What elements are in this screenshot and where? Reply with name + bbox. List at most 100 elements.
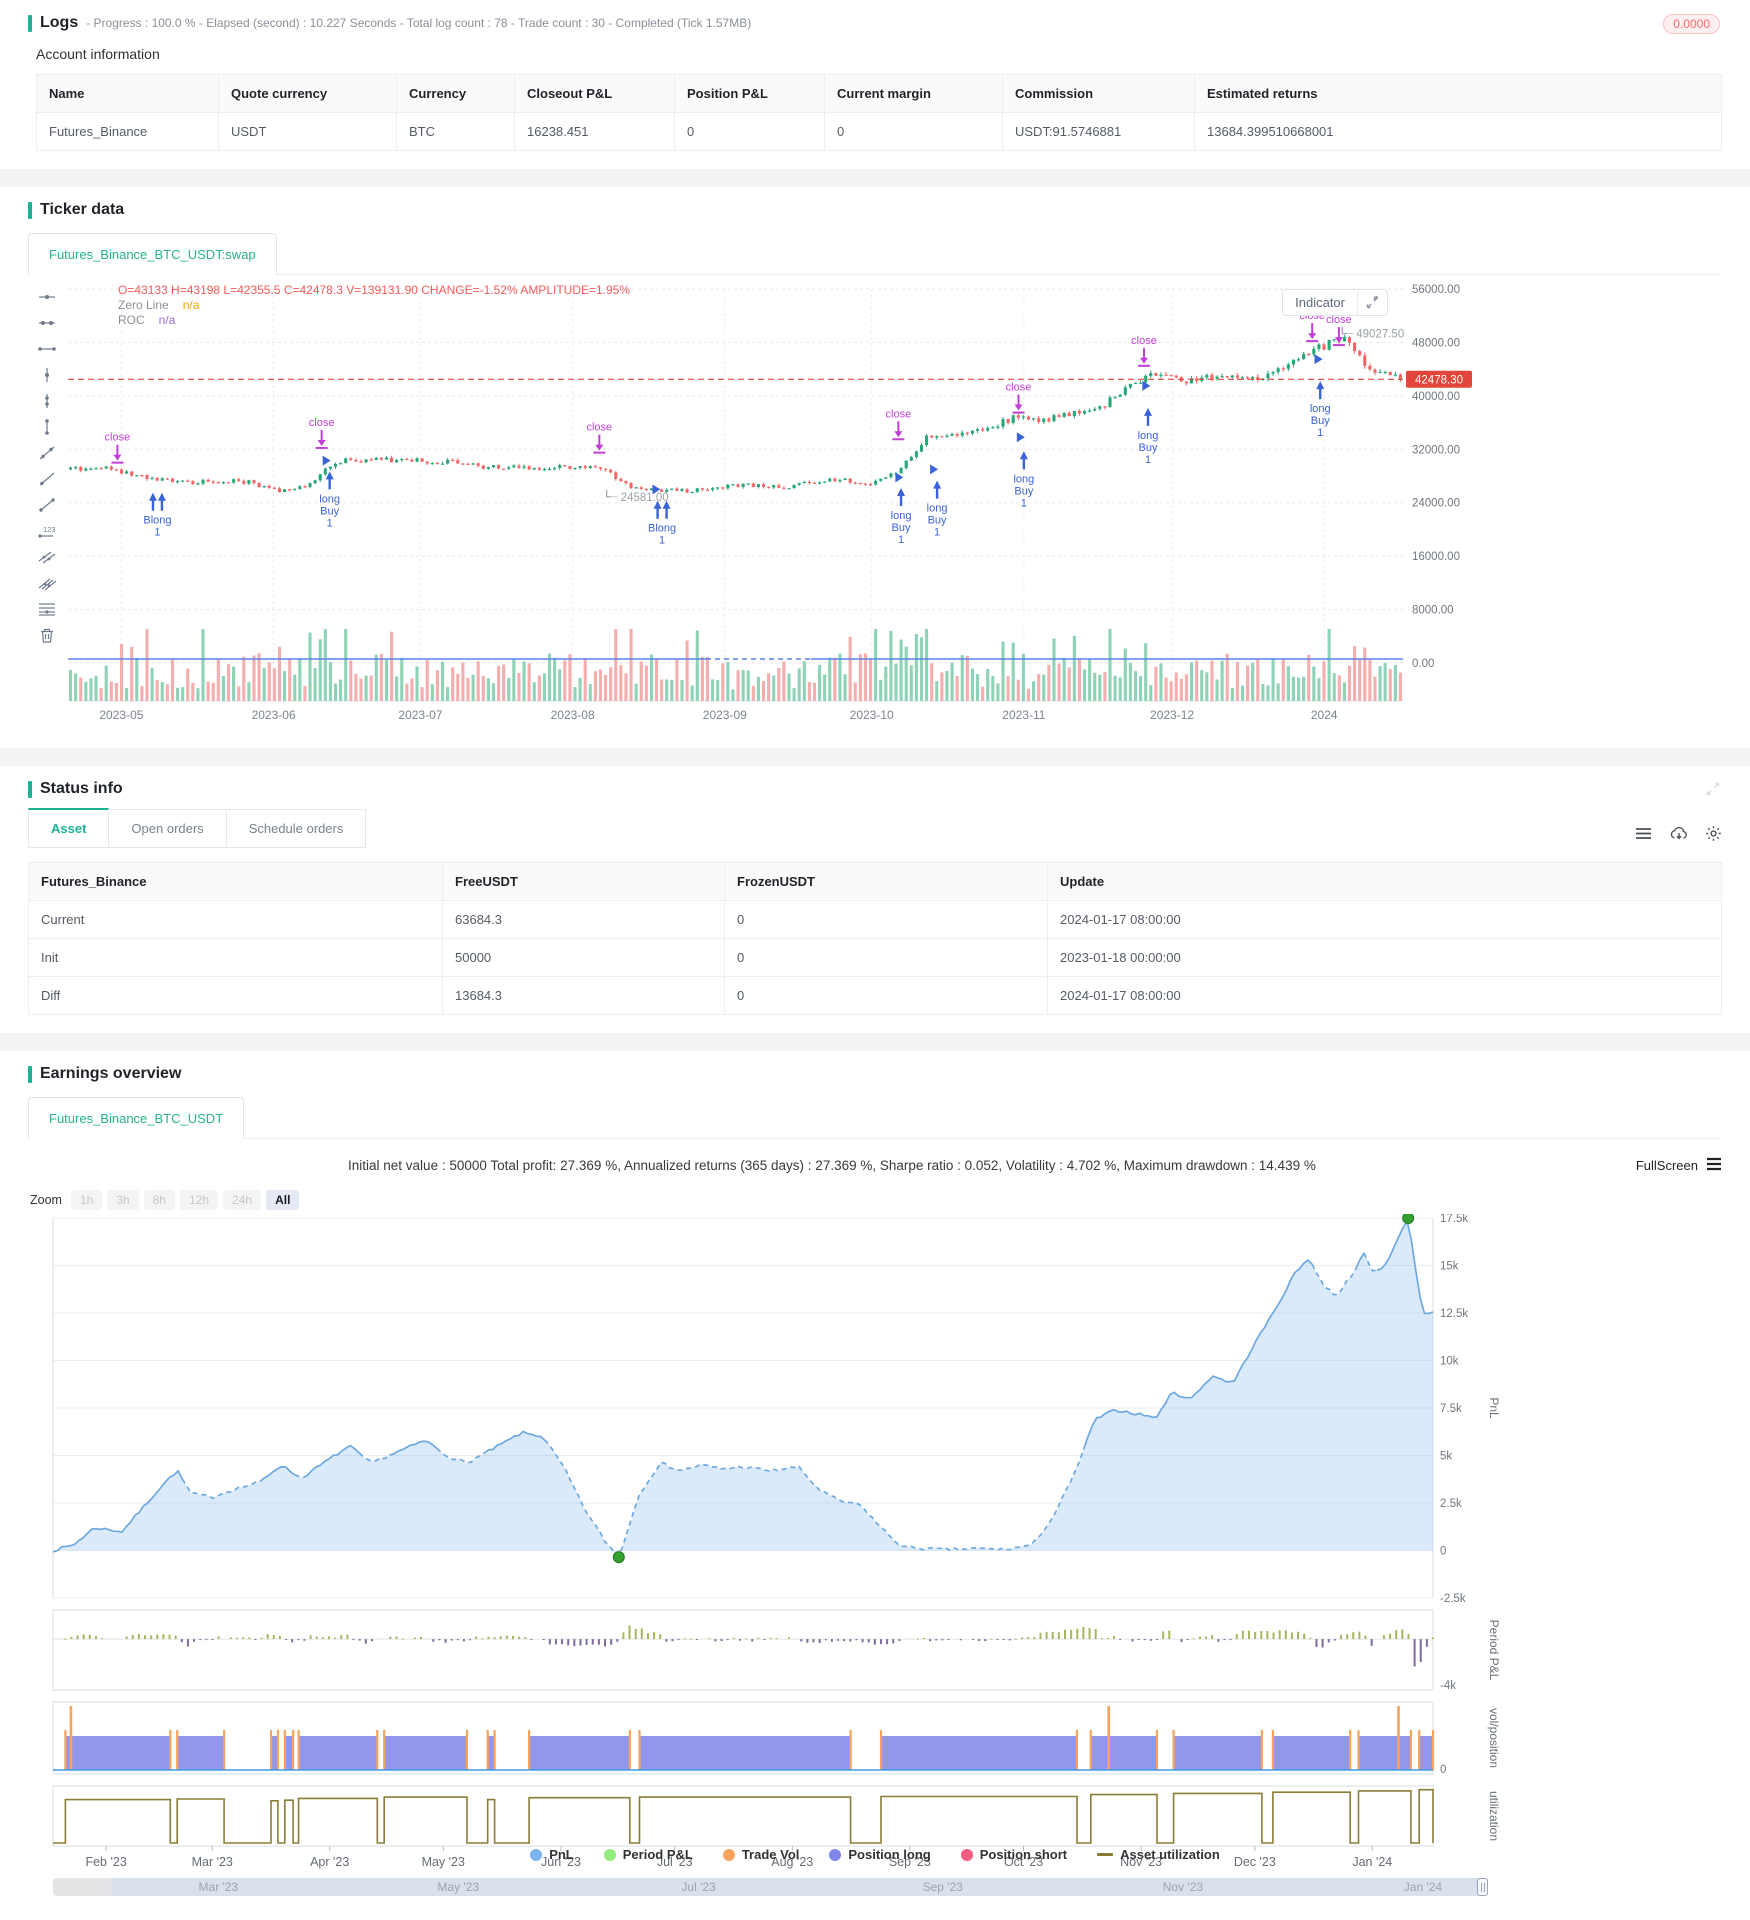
candle-body [104,466,108,469]
earnings-tab[interactable]: Futures_Binance_BTC_USDT [28,1097,245,1139]
position-long-block[interactable] [1173,1736,1262,1770]
vline-end-dots-icon[interactable] [38,419,56,435]
status-tab-asset[interactable]: Asset [28,808,110,848]
trash-icon[interactable] [38,627,56,643]
expand-icon[interactable] [1358,291,1387,314]
candle-body [1296,359,1301,361]
legend-item-period-p-l[interactable]: Period P&L [603,1847,693,1862]
position-long-block[interactable] [529,1736,630,1770]
legend-item-asset-utilization[interactable]: Asset utilization [1097,1847,1220,1862]
zoom-button-24h[interactable]: 24h [223,1190,262,1210]
period-pnl-bar [1382,1635,1385,1640]
row-label[interactable]: Current [28,900,443,939]
vline-dot-icon[interactable] [38,367,56,383]
ticker-tab[interactable]: Futures_Binance_BTC_USDT:swap [28,233,277,275]
legend-item-pnl[interactable]: PnL [530,1847,574,1862]
zero-line-label[interactable]: Zero Line [118,298,169,312]
candle-body [1184,381,1188,384]
roc-label[interactable]: ROC [118,313,145,327]
fib-lines-icon[interactable] [38,601,56,617]
status-tab-schedule-orders[interactable]: Schedule orders [225,809,367,848]
table-cell: 50000 [442,938,725,977]
candle-body [323,468,327,475]
zoom-button-all[interactable]: All [266,1190,300,1210]
period-pnl-bar [1419,1639,1422,1663]
candle-body [1174,375,1178,378]
candle-body [1266,373,1270,379]
indicator-button-label[interactable]: Indicator [1283,290,1358,315]
trend-line-icon[interactable] [38,445,56,461]
fullscreen-button[interactable]: FullScreen [1636,1157,1722,1174]
measure-123-icon[interactable]: 123 [38,523,56,539]
column-header: Update [1047,862,1722,901]
position-long-block[interactable] [177,1736,225,1770]
menu-icon[interactable] [1635,825,1652,842]
x-axis-label: Aug '23 [771,1855,813,1869]
expand-icon[interactable] [1706,782,1720,796]
cloud-download-icon[interactable] [1670,825,1687,842]
position-long-block[interactable] [881,1736,1077,1770]
trade-triangle-marker[interactable] [1142,380,1151,391]
position-long-block[interactable] [639,1736,851,1770]
position-long-block[interactable] [1272,1736,1351,1770]
pnl-min-marker[interactable] [612,1551,625,1564]
trend-segment-icon[interactable] [38,497,56,513]
legend-item-position-short[interactable]: Position short [960,1847,1067,1862]
position-long-block[interactable] [1090,1736,1157,1770]
trend-ray-icon[interactable] [38,471,56,487]
volume-bar [150,667,154,701]
position-long-block[interactable] [1419,1736,1433,1770]
navigator-handle[interactable] [1477,1878,1488,1896]
buy-marker-label: 1 [327,517,333,529]
parallel-3-icon[interactable] [38,575,57,591]
zoom-button-3h[interactable]: 3h [107,1190,139,1210]
segment-end-dots-icon[interactable] [38,341,56,357]
zoom-button-12h[interactable]: 12h [180,1190,219,1210]
earnings-chart-canvas[interactable]: 17.5k 15k 12.5k 10k 7.5k 5k 2.5k 0 -2.5k -4k 0 Feb … [28,1212,1518,1874]
vline-2dot-icon[interactable] [38,393,56,409]
ticker-chart[interactable]: 123 O=43133 H=43198 L=42355.5 C=42478.3 … [28,277,1722,730]
candle-body [675,488,679,491]
segment-2dot-icon[interactable] [38,315,56,331]
period-pnl-bar [843,1639,846,1642]
candle-body [583,466,587,468]
status-tab-open-orders[interactable]: Open orders [108,809,227,848]
indicator-button[interactable]: Indicator [1282,289,1388,316]
period-pnl-bar [162,1634,165,1640]
trade-triangle-marker[interactable] [930,464,939,475]
period-pnl-bar [186,1639,189,1647]
candle-body [660,489,664,492]
trade-triangle-marker[interactable] [322,455,331,466]
gear-icon[interactable] [1705,825,1722,842]
position-long-block[interactable] [1358,1736,1411,1770]
buy-marker-arrowhead [933,480,942,489]
position-long-block[interactable] [271,1736,278,1770]
zoom-button-8h[interactable]: 8h [143,1190,176,1210]
segment-dot-icon[interactable] [38,289,56,305]
candle-body [191,481,195,484]
position-long-block[interactable] [284,1736,294,1770]
position-long-block[interactable] [384,1736,467,1770]
legend-item-trade-vol[interactable]: Trade Vol [722,1847,799,1862]
position-long-block[interactable] [65,1736,171,1770]
trade-triangle-marker[interactable] [1016,432,1025,443]
trade-triangle-marker[interactable] [652,484,661,495]
trade-triangle-marker[interactable] [1314,354,1323,365]
candlestick-chart-canvas[interactable]: 56000.00 48000.00 40000.00 32000.00 24000.00… [66,277,1506,727]
position-long-block[interactable] [298,1736,378,1770]
zoom-button-1h[interactable]: 1h [70,1190,103,1210]
parallel-2-icon[interactable] [38,549,56,565]
period-pnl-bar [726,1639,729,1641]
candle-body [1052,415,1056,422]
volume-bar [226,664,231,701]
menu-icon[interactable] [1706,1157,1722,1174]
buy-marker-label: long [927,503,948,515]
legend-item-position-long[interactable]: Position long [829,1847,931,1862]
fullscreen-label[interactable]: FullScreen [1635,1158,1698,1173]
chart-navigator[interactable]: Mar '23 May '23 Jul '23 Sep '23 Nov '23 Jan '… [53,1878,1488,1896]
period-pnl-bar [144,1635,146,1640]
trade-triangle-marker[interactable] [895,472,904,483]
position-long-block[interactable] [487,1736,495,1770]
volume-bar [486,678,490,701]
pnl-max-marker[interactable] [1402,1212,1415,1224]
